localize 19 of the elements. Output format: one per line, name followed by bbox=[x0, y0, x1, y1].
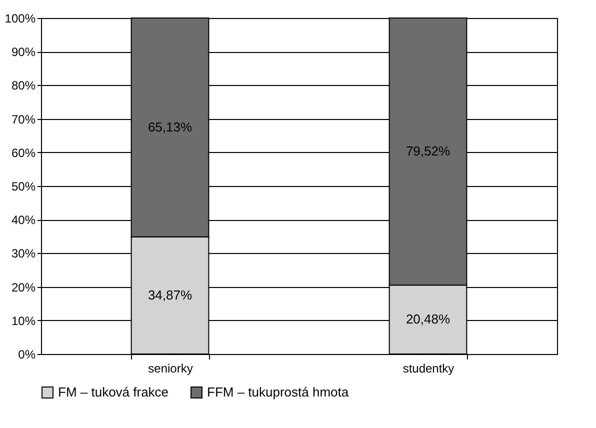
y-tick-label: 90% bbox=[11, 45, 36, 60]
y-tick-label: 50% bbox=[11, 180, 36, 194]
data-label: 65,13% bbox=[148, 119, 192, 134]
legend-label: FFM – tukuprostá hmota bbox=[207, 384, 350, 400]
y-tick-label: 10% bbox=[11, 314, 36, 328]
data-label: 20,48% bbox=[406, 312, 450, 327]
data-label: 34,87% bbox=[148, 287, 192, 302]
y-tick-label: 100% bbox=[4, 12, 36, 26]
y-tick-label: 70% bbox=[11, 112, 36, 126]
y-tick-label: 20% bbox=[11, 280, 36, 294]
data-label: 79,52% bbox=[406, 144, 450, 159]
y-tick-label: 40% bbox=[11, 213, 36, 228]
y-tick-label: 30% bbox=[11, 246, 36, 261]
y-tick-label: 0% bbox=[18, 348, 36, 362]
x-tick-label: seniorky bbox=[148, 362, 193, 376]
y-tick-label: 80% bbox=[11, 78, 36, 93]
legend-label: FM – tuková frakce bbox=[58, 384, 169, 400]
y-tick-label: 60% bbox=[11, 146, 36, 160]
x-tick-label: studentky bbox=[402, 362, 454, 376]
